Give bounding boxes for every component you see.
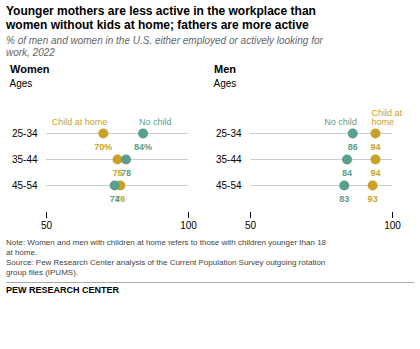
svg-text:45-54: 45-54 [12,180,38,191]
html-text:PEW RESEARCH CENTER: PEW RESEARCH CENTER [6,285,119,295]
svg-text:70%: 70% [94,142,112,152]
svg-text:76: 76 [115,194,126,205]
svg-text:84: 84 [342,168,352,178]
svg-text:83: 83 [339,194,349,204]
svg-text:Child athome: Child athome [371,108,402,127]
svg-text:100: 100 [180,220,197,231]
svg-text:100: 100 [384,220,401,231]
svg-text:50: 50 [41,220,53,231]
svg-text:93: 93 [368,194,378,204]
svg-text:No child: No child [324,117,357,127]
svg-text:35-44: 35-44 [216,154,242,165]
html-text:% of men and women in the U.S.: % of men and women in the U.S. either em… [6,35,323,58]
svg-text:94: 94 [370,168,380,178]
svg-text:45-54: 45-54 [216,180,242,191]
svg-text:No child: No child [139,117,172,127]
svg-text:Ages: Ages [214,78,237,89]
html-text:Younger mothers are less activ: Younger mothers are less active in the w… [6,4,316,32]
svg-text:78: 78 [121,168,131,178]
svg-text:25-34: 25-34 [216,128,242,139]
svg-text:75: 75 [112,168,123,179]
svg-text:25-34: 25-34 [12,128,38,139]
svg-text:35-44: 35-44 [12,154,38,165]
svg-text:Ages: Ages [10,78,33,89]
svg-text:74: 74 [110,194,120,204]
html-text:Men: Men [214,63,236,75]
svg-text:86: 86 [348,142,358,152]
svg-text:50: 50 [245,220,257,231]
svg-text:84%: 84% [134,142,152,152]
svg-text:94: 94 [370,142,380,152]
html-text:Women: Women [10,63,50,75]
html-text:Note: Women and men with child: Note: Women and men with children at hom… [6,238,326,277]
svg-text:Child at home: Child at home [52,117,108,127]
